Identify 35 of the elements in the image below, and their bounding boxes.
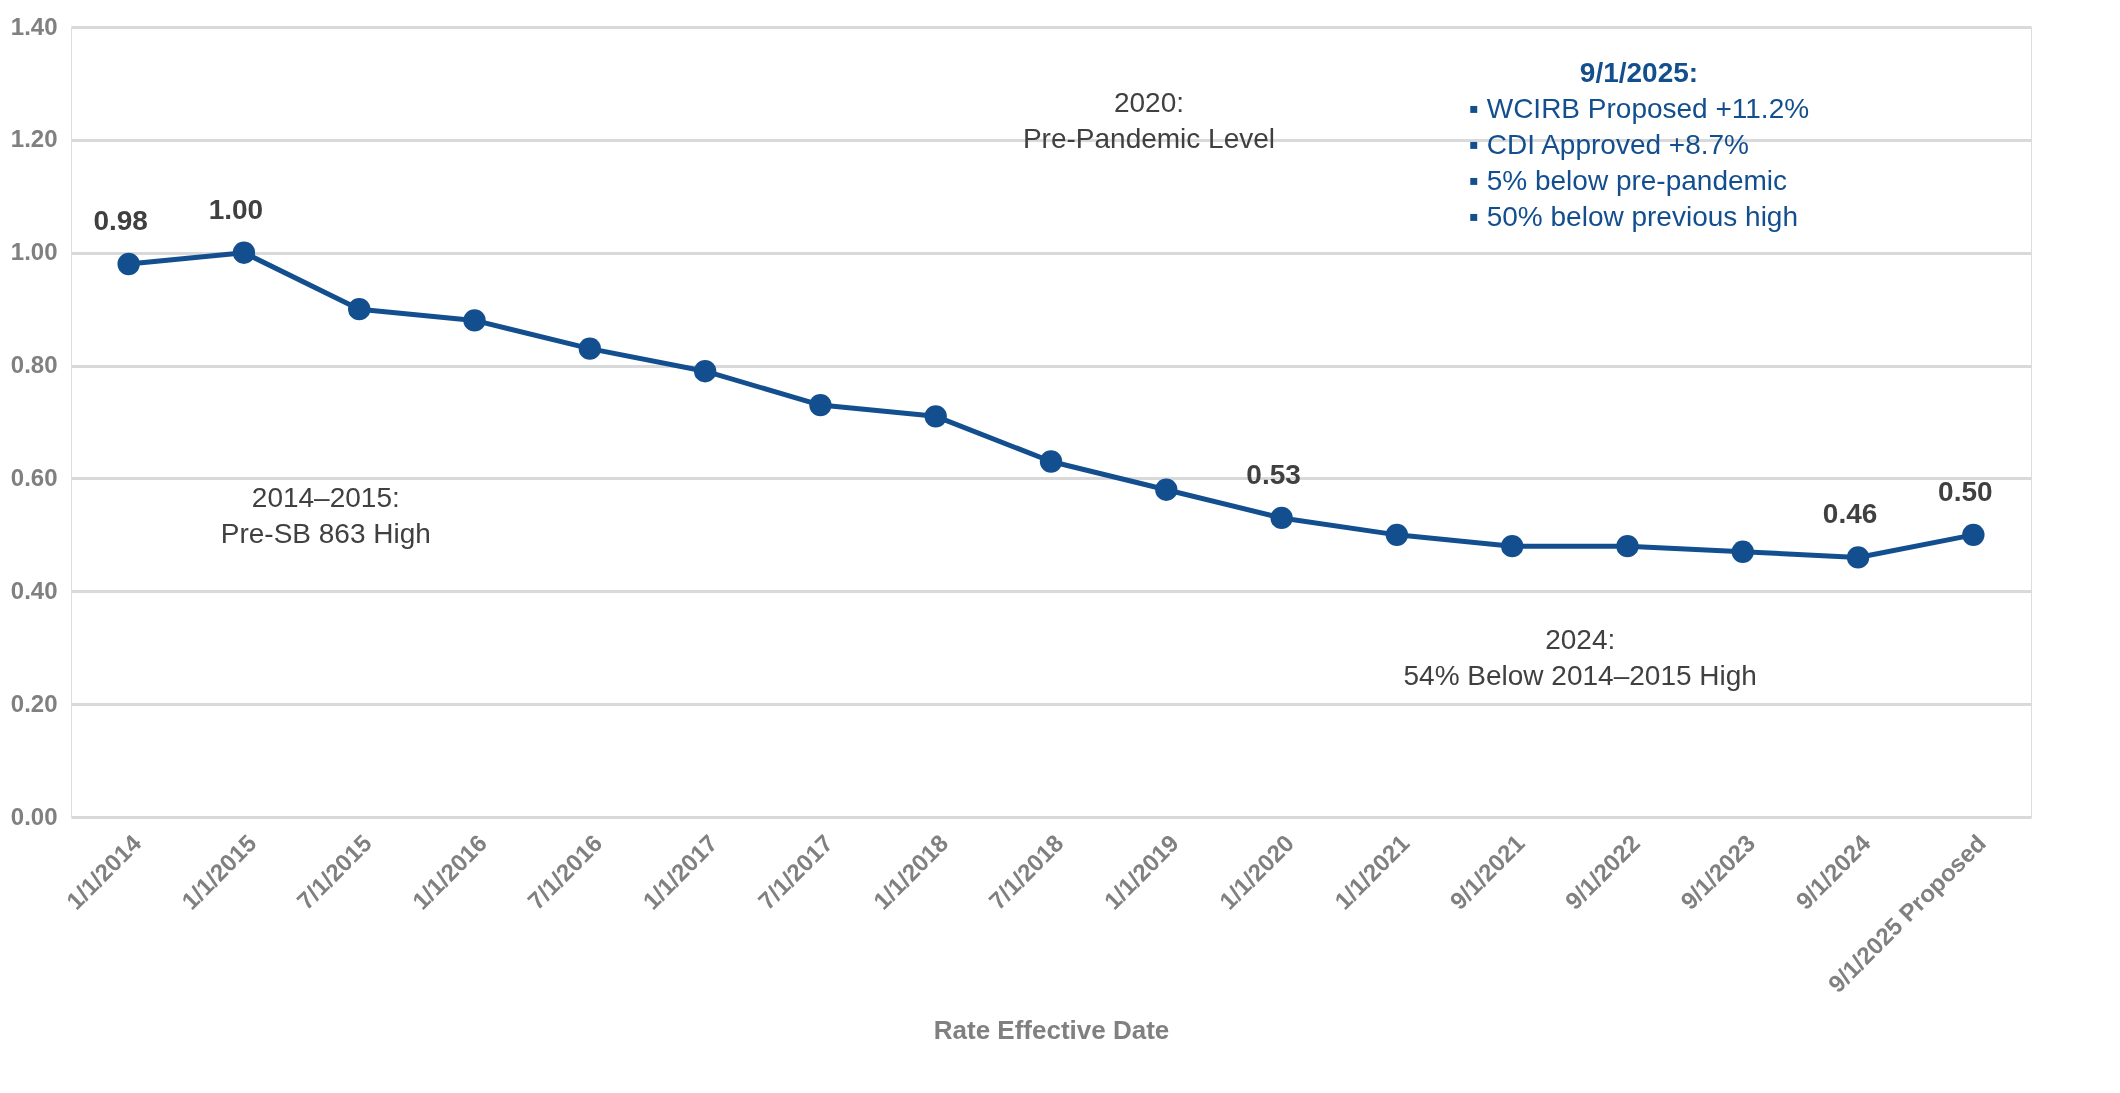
y-tick-label: 0.60 bbox=[10, 463, 58, 491]
y-tick-label: 1.00 bbox=[10, 238, 58, 266]
point bbox=[117, 252, 140, 276]
annotation: 2014–2015: Pre-SB 863 High bbox=[220, 481, 431, 549]
point bbox=[1270, 506, 1293, 530]
y-tick-label: 0.80 bbox=[10, 351, 58, 379]
point bbox=[1962, 523, 1985, 547]
point bbox=[693, 360, 717, 383]
y-tick-label: 0.00 bbox=[10, 802, 58, 830]
point bbox=[809, 393, 832, 417]
point bbox=[1385, 523, 1409, 547]
x-axis-title: Rate Effective Date bbox=[933, 1014, 1170, 1045]
data-label: 0.46 bbox=[1822, 498, 1878, 530]
point bbox=[578, 337, 601, 360]
point bbox=[463, 309, 486, 332]
annotation: 2020: Pre-Pandemic Level bbox=[1022, 86, 1276, 154]
annotation: 9/1/2025: ▪ WCIRB Proposed +11.2% ▪ CDI Approved +8.7% ▪ 5% below pre-pandemic ▪ 50% below previous high bbox=[1469, 56, 1810, 232]
point bbox=[1501, 534, 1524, 558]
data-label: 0.98 bbox=[93, 205, 148, 236]
y-tick-label: 1.40 bbox=[10, 12, 58, 40]
point bbox=[1731, 540, 1754, 563]
data-label: 0.53 bbox=[1246, 458, 1301, 490]
point bbox=[1039, 450, 1063, 473]
point bbox=[924, 405, 947, 428]
point bbox=[1616, 534, 1639, 558]
y-tick-label: 0.40 bbox=[10, 576, 58, 604]
annotation: 2024: 54% Below 2014–2015 High bbox=[1403, 624, 1757, 691]
point bbox=[348, 297, 371, 321]
data-label: 0.50 bbox=[1938, 475, 1993, 507]
y-tick-label: 0.20 bbox=[10, 689, 58, 717]
point bbox=[1155, 478, 1178, 501]
data-label: 1.00 bbox=[208, 193, 264, 225]
y-tick-label: 1.20 bbox=[10, 125, 58, 153]
point bbox=[232, 241, 256, 264]
point bbox=[1846, 546, 1870, 569]
